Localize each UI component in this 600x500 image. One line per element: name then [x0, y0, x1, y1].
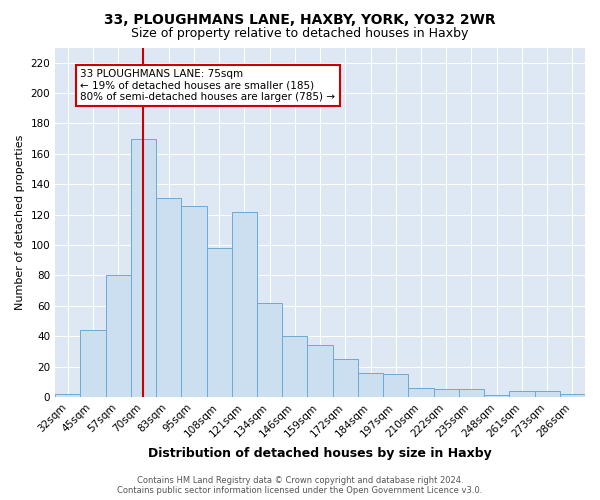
- Bar: [332, 359, 358, 397]
- Bar: [206, 248, 232, 397]
- Bar: [307, 346, 332, 397]
- Bar: [409, 388, 434, 397]
- Bar: [560, 394, 585, 397]
- Text: Size of property relative to detached houses in Haxby: Size of property relative to detached ho…: [131, 28, 469, 40]
- Text: 33 PLOUGHMANS LANE: 75sqm
← 19% of detached houses are smaller (185)
80% of semi: 33 PLOUGHMANS LANE: 75sqm ← 19% of detac…: [80, 69, 335, 102]
- X-axis label: Distribution of detached houses by size in Haxby: Distribution of detached houses by size …: [148, 447, 492, 460]
- Bar: [509, 391, 535, 397]
- Text: Contains HM Land Registry data © Crown copyright and database right 2024.: Contains HM Land Registry data © Crown c…: [137, 476, 463, 485]
- Bar: [55, 394, 80, 397]
- Bar: [434, 390, 459, 397]
- Text: Contains public sector information licensed under the Open Government Licence v3: Contains public sector information licen…: [118, 486, 482, 495]
- Bar: [282, 336, 307, 397]
- Text: 33, PLOUGHMANS LANE, HAXBY, YORK, YO32 2WR: 33, PLOUGHMANS LANE, HAXBY, YORK, YO32 2…: [104, 12, 496, 26]
- Bar: [535, 391, 560, 397]
- Bar: [80, 330, 106, 397]
- Bar: [358, 372, 383, 397]
- Bar: [106, 276, 131, 397]
- Bar: [459, 390, 484, 397]
- Bar: [181, 206, 206, 397]
- Bar: [131, 138, 156, 397]
- Bar: [484, 396, 509, 397]
- Bar: [257, 302, 282, 397]
- Bar: [232, 212, 257, 397]
- Y-axis label: Number of detached properties: Number of detached properties: [15, 134, 25, 310]
- Bar: [383, 374, 409, 397]
- Bar: [156, 198, 181, 397]
